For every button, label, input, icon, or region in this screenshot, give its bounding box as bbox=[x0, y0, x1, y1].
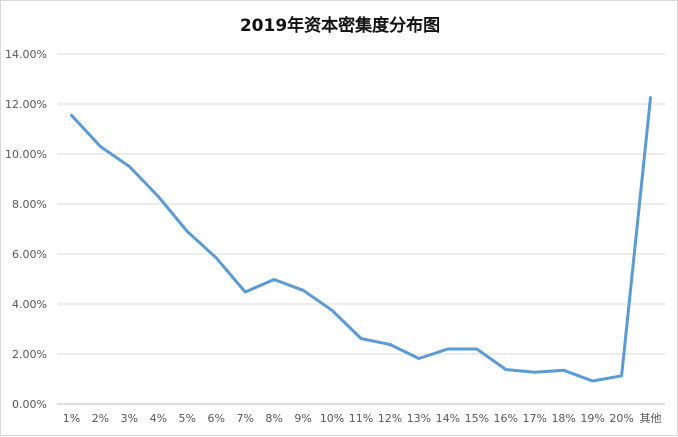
x-tick-label: 3% bbox=[121, 412, 138, 425]
y-axis-tick-labels: 0.00% 2.00% 4.00% 6.00% 8.00% 10.00% 12.00% 14.… bbox=[5, 48, 47, 411]
y-tick-label: 12.00% bbox=[5, 98, 47, 111]
x-tick-label: 6% bbox=[208, 412, 225, 425]
x-tick-label: 2% bbox=[92, 412, 109, 425]
x-tick-label: 其他 bbox=[640, 412, 662, 425]
x-tick-label: 7% bbox=[236, 412, 253, 425]
gridlines bbox=[57, 53, 665, 405]
x-tick-label: 13% bbox=[407, 412, 431, 425]
x-tick-label: 11% bbox=[349, 412, 373, 425]
y-tick-label: 6.00% bbox=[12, 248, 47, 261]
x-tick-label: 12% bbox=[378, 412, 402, 425]
x-tick-label: 4% bbox=[150, 412, 167, 425]
x-tick-label: 18% bbox=[551, 412, 575, 425]
y-tick-label: 8.00% bbox=[12, 198, 47, 211]
y-tick-label: 10.00% bbox=[5, 148, 47, 161]
x-tick-label: 5% bbox=[179, 412, 196, 425]
x-tick-label: 20% bbox=[609, 412, 633, 425]
y-tick-label: 14.00% bbox=[5, 48, 47, 61]
chart-title: 2019年资本密集度分布图 bbox=[239, 16, 441, 36]
y-tick-label: 0.00% bbox=[12, 398, 47, 411]
x-tick-label: 1% bbox=[63, 412, 80, 425]
y-tick-label: 4.00% bbox=[12, 298, 47, 311]
x-tick-label: 15% bbox=[465, 412, 489, 425]
x-tick-label: 17% bbox=[522, 412, 546, 425]
x-tick-label: 19% bbox=[580, 412, 604, 425]
x-tick-label: 10% bbox=[320, 412, 344, 425]
y-tick-label: 2.00% bbox=[12, 348, 47, 361]
x-tick-label: 8% bbox=[265, 412, 282, 425]
x-tick-label: 14% bbox=[436, 412, 460, 425]
x-axis-tick-labels: 1% 2% 3% 4% 5% 6% 7% 8% 9% 10% 11% 12% 13% 14% 15% 16% 1… bbox=[63, 412, 662, 425]
x-tick-label: 9% bbox=[294, 412, 311, 425]
x-tick-label: 16% bbox=[494, 412, 518, 425]
series-line bbox=[70, 96, 652, 383]
series-group bbox=[70, 96, 652, 383]
